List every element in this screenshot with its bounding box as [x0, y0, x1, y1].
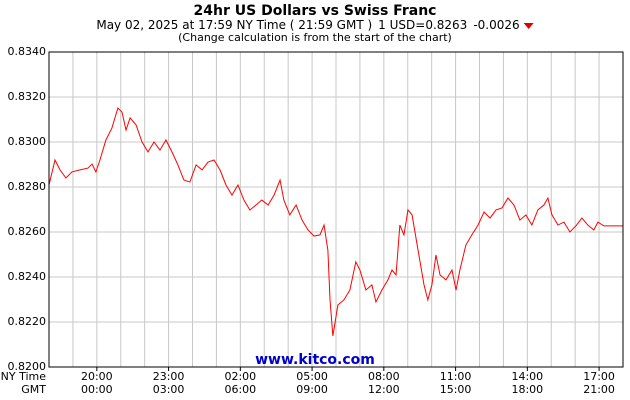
chart-title: 24hr US Dollars vs Swiss Franc [194, 3, 437, 19]
chart-subtitle: May 02, 2025 at 17:59 NY Time ( 21:59 GM… [96, 18, 519, 32]
x-tick-label: 20:00 [81, 370, 113, 383]
x-row-label: GMT [21, 383, 46, 396]
down-arrow [523, 23, 534, 29]
chart-note: (Change calculation is from the start of… [178, 31, 452, 44]
x-tick-label-gmt: 00:00 [81, 383, 113, 396]
y-tick-label: 0.8220 [8, 315, 47, 328]
x-tick-label-gmt: 18:00 [511, 383, 543, 396]
x-tick-label: 14:00 [511, 370, 543, 383]
watermark: www.kitco.com [255, 352, 375, 368]
y-tick-label: 0.8340 [8, 45, 47, 58]
x-tick-label: 05:00 [296, 370, 328, 383]
x-tick-label-gmt: 06:00 [224, 383, 256, 396]
y-tick-label: 0.8320 [8, 90, 47, 103]
subtitle-time: May 02, 2025 at 17:59 NY Time ( 21:59 GM… [96, 18, 372, 32]
x-tick-label-gmt: 12:00 [368, 383, 400, 396]
x-tick-label-gmt: 21:00 [583, 383, 615, 396]
y-tick-label: 0.8300 [8, 135, 47, 148]
x-tick-label: 02:00 [224, 370, 256, 383]
subtitle-quote: 1 USD=0.8263 [378, 18, 467, 32]
plot-border [48, 51, 624, 368]
x-tick-label: 23:00 [153, 370, 185, 383]
y-tick-label: 0.8240 [8, 270, 47, 283]
x-tick-label: 08:00 [368, 370, 400, 383]
y-tick-label: 0.8200 [8, 360, 47, 373]
x-tick-label: 17:00 [583, 370, 615, 383]
price-line [48, 107, 623, 337]
plot-area [48, 51, 624, 371]
y-tick-label: 0.8280 [8, 180, 47, 193]
x-tick-label-gmt: 03:00 [153, 383, 185, 396]
x-tick-label-gmt: 15:00 [440, 383, 472, 396]
y-tick-label: 0.8260 [8, 225, 47, 238]
x-tick-label-gmt: 09:00 [296, 383, 328, 396]
x-row-label: NY Time [1, 370, 47, 383]
x-tick-label: 11:00 [440, 370, 472, 383]
subtitle-change: -0.0026 [473, 18, 519, 32]
